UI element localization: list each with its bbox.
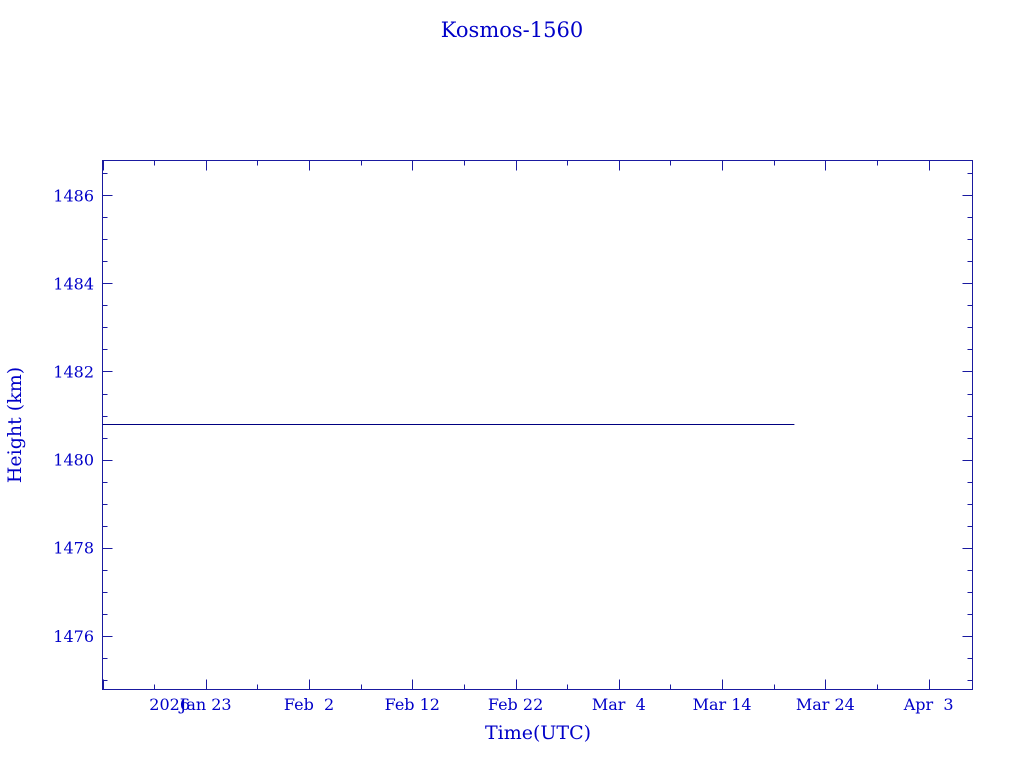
y-tick-label: 1486 [53,186,94,205]
x-tick-label: Feb 2 [284,695,334,714]
x-tick-label: Mar 24 [796,695,855,714]
x-axis-label: Time(UTC) [485,722,591,744]
y-tick-label: 1478 [53,539,94,558]
x-tick-label: Feb 22 [488,695,543,714]
x-tick-label: Jan 23 [178,695,232,714]
y-tick-label: 1482 [53,362,94,381]
x-tick-label: Mar 4 [592,695,646,714]
chart-title: Kosmos-1560 [441,18,583,42]
y-tick-label: 1480 [53,451,94,470]
x-tick-label: Mar 14 [693,695,752,714]
x-year-label: 2026 [149,695,190,714]
y-axis-label: Height (km) [4,367,26,483]
x-tick-label: Apr 3 [903,695,954,714]
x-tick-label: Feb 12 [385,695,440,714]
y-tick-label: 1484 [53,274,94,293]
y-tick-label: 1476 [53,627,94,646]
